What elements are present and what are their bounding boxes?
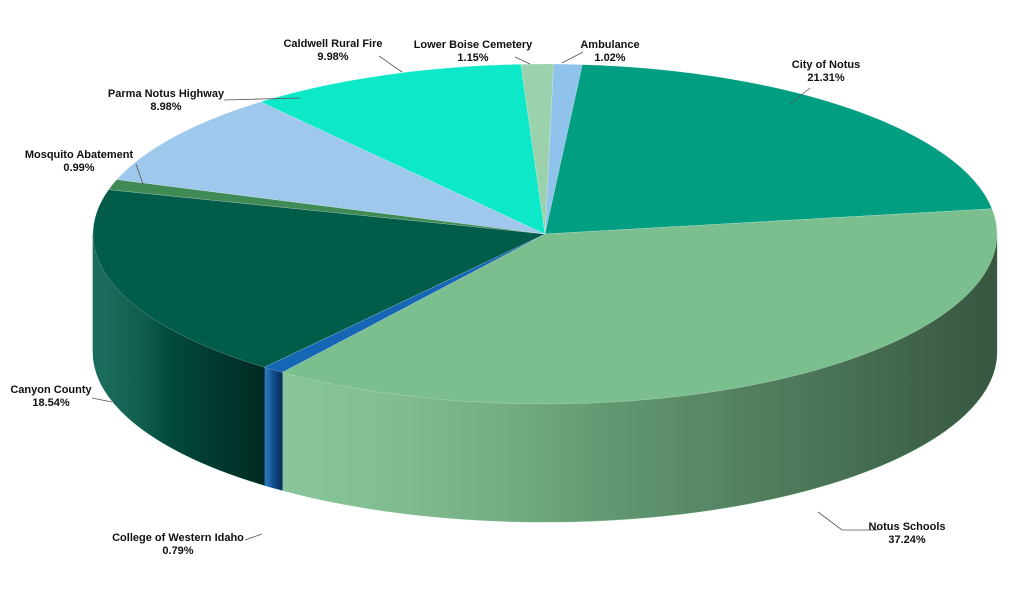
pie-slice-ambulance [544,63,583,235]
leader-line-lower-boise-cemetery [514,56,531,65]
pie-slice-city-of-notus [544,64,993,235]
slice-value-lower-boise-cemetery: 1.15% [457,52,488,64]
leader-line-canyon-county [91,397,113,403]
pie-slice-mosquito-abatement [108,179,546,235]
slice-value-mosquito-abatement: 0.99% [63,162,94,174]
slice-label-ambulance: Ambulance [580,39,639,51]
slice-label-caldwell-rural-fire: Caldwell Rural Fire [283,38,382,50]
leader-line-mosquito-abatement [135,163,144,185]
pie-slice-parma-notus-highway [116,101,546,235]
pie-side-walls [92,233,998,523]
slice-value-canyon-county: 18.54% [32,397,70,409]
slice-value-parma-notus-highway: 8.98% [150,101,181,113]
pie-slice-college-of-western-idaho [263,233,546,373]
leader-line-city-of-notus [789,87,811,105]
slice-label-lower-boise-cemetery: Lower Boise Cemetery [414,39,533,51]
slice-label-parma-notus-highway: Parma Notus Highway [108,88,225,100]
pie-slice-notus-schools [281,208,998,405]
slice-label-canyon-county: Canyon County [10,384,92,396]
pie-slice-caldwell-rural-fire [259,63,546,235]
pie-slice-lower-boise-cemetery [520,63,554,235]
leader-line-caldwell-rural-fire [378,55,403,73]
slice-label-college-of-western-idaho: College of Western Idaho [112,532,244,544]
slice-value-caldwell-rural-fire: 9.98% [317,51,348,63]
pie-slice-canyon-county [92,189,546,368]
leader-line-notus-schools [817,511,878,531]
slice-value-college-of-western-idaho: 0.79% [162,545,193,557]
slice-label-notus-schools: Notus Schools [868,521,945,533]
slice-value-city-of-notus: 21.31% [807,72,845,84]
slice-label-city-of-notus: City of Notus [792,59,860,71]
slice-label-mosquito-abatement: Mosquito Abatement [25,149,134,161]
leader-line-parma-notus-highway [223,97,301,101]
pie-top-faces [92,63,998,405]
slice-value-ambulance: 1.02% [594,52,625,64]
pie-wall-college-of-western-idaho [264,366,283,491]
leader-line-college-of-western-idaho [244,533,263,541]
leader-line-ambulance [561,51,584,64]
slice-value-notus-schools: 37.24% [888,534,926,546]
